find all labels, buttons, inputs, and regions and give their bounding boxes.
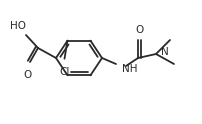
Text: Cl: Cl (59, 67, 70, 77)
Text: NH: NH (122, 64, 138, 74)
Text: O: O (136, 25, 144, 35)
Text: O: O (24, 70, 32, 80)
Text: HO: HO (10, 21, 26, 31)
Text: N: N (161, 47, 169, 57)
